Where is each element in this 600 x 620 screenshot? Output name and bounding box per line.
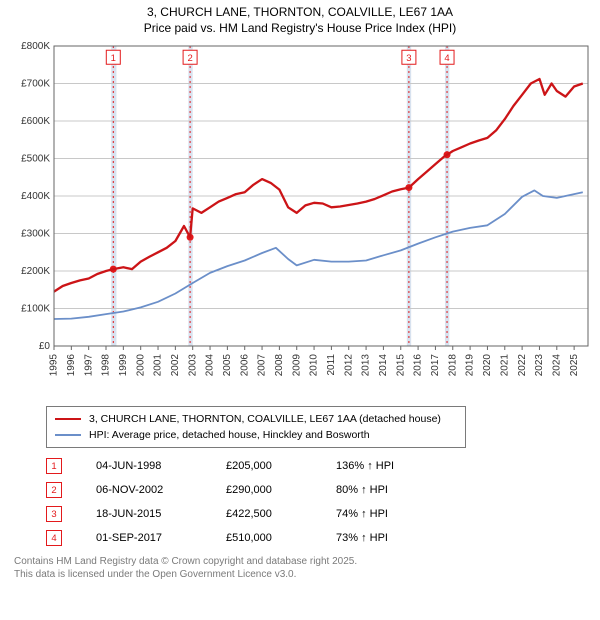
event-box: 3 bbox=[46, 506, 62, 522]
svg-text:2002: 2002 bbox=[170, 354, 181, 377]
event-pct: 74% ↑ HPI bbox=[336, 508, 436, 520]
svg-text:2006: 2006 bbox=[239, 354, 250, 377]
svg-text:3: 3 bbox=[406, 53, 411, 64]
svg-text:2: 2 bbox=[187, 53, 192, 64]
svg-text:1: 1 bbox=[111, 53, 116, 64]
footer-attribution: Contains HM Land Registry data © Crown c… bbox=[14, 556, 594, 581]
svg-text:2008: 2008 bbox=[274, 354, 285, 377]
svg-text:4: 4 bbox=[444, 53, 449, 64]
table-row: 1 04-JUN-1998 £205,000 136% ↑ HPI bbox=[46, 454, 594, 478]
svg-text:2020: 2020 bbox=[482, 354, 493, 377]
svg-text:£200K: £200K bbox=[21, 266, 50, 277]
svg-text:1996: 1996 bbox=[66, 354, 77, 377]
svg-text:1997: 1997 bbox=[83, 354, 94, 377]
chart-title: 3, CHURCH LANE, THORNTON, COALVILLE, LE6… bbox=[6, 4, 594, 36]
legend-box: 3, CHURCH LANE, THORNTON, COALVILLE, LE6… bbox=[46, 406, 466, 448]
svg-text:2016: 2016 bbox=[413, 354, 424, 377]
svg-text:2011: 2011 bbox=[326, 354, 337, 376]
event-date: 01-SEP-2017 bbox=[96, 532, 226, 544]
svg-text:2007: 2007 bbox=[257, 354, 268, 377]
svg-text:1998: 1998 bbox=[101, 354, 112, 377]
svg-text:£300K: £300K bbox=[21, 229, 50, 240]
events-table: 1 04-JUN-1998 £205,000 136% ↑ HPI 2 06-N… bbox=[46, 454, 594, 550]
event-pct: 80% ↑ HPI bbox=[336, 484, 436, 496]
svg-text:2003: 2003 bbox=[187, 354, 198, 377]
svg-text:2025: 2025 bbox=[569, 354, 580, 377]
svg-text:2013: 2013 bbox=[361, 354, 372, 377]
event-price: £205,000 bbox=[226, 460, 336, 472]
event-price: £510,000 bbox=[226, 532, 336, 544]
svg-text:2000: 2000 bbox=[135, 354, 146, 377]
table-row: 3 18-JUN-2015 £422,500 74% ↑ HPI bbox=[46, 502, 594, 526]
svg-text:£700K: £700K bbox=[21, 79, 50, 90]
svg-text:2009: 2009 bbox=[291, 354, 302, 377]
event-box: 4 bbox=[46, 530, 62, 546]
event-date: 06-NOV-2002 bbox=[96, 484, 226, 496]
svg-text:£100K: £100K bbox=[21, 304, 50, 315]
svg-text:£600K: £600K bbox=[21, 116, 50, 127]
svg-text:2012: 2012 bbox=[343, 354, 354, 377]
footer-line1: Contains HM Land Registry data © Crown c… bbox=[14, 556, 594, 569]
svg-text:2019: 2019 bbox=[465, 354, 476, 377]
svg-text:£0: £0 bbox=[39, 341, 51, 352]
table-row: 4 01-SEP-2017 £510,000 73% ↑ HPI bbox=[46, 526, 594, 550]
chart-svg: £0 £100K £200K £300K £400K £500K £600K £700K £80… bbox=[6, 40, 594, 400]
legend-label: 3, CHURCH LANE, THORNTON, COALVILLE, LE6… bbox=[89, 413, 441, 425]
event-pct: 136% ↑ HPI bbox=[336, 460, 436, 472]
footer-line2: This data is licensed under the Open Gov… bbox=[14, 569, 594, 582]
svg-text:2023: 2023 bbox=[534, 354, 545, 377]
svg-text:2004: 2004 bbox=[205, 354, 216, 377]
event-box: 2 bbox=[46, 482, 62, 498]
svg-text:2015: 2015 bbox=[395, 354, 406, 377]
svg-text:2017: 2017 bbox=[430, 354, 441, 377]
event-pct: 73% ↑ HPI bbox=[336, 532, 436, 544]
svg-text:1995: 1995 bbox=[49, 354, 60, 377]
event-price: £422,500 bbox=[226, 508, 336, 520]
price-chart: £0 £100K £200K £300K £400K £500K £600K £700K £80… bbox=[6, 40, 594, 400]
svg-text:2014: 2014 bbox=[378, 354, 389, 377]
title-line1: 3, CHURCH LANE, THORNTON, COALVILLE, LE6… bbox=[6, 4, 594, 20]
svg-text:2022: 2022 bbox=[517, 354, 528, 377]
svg-text:£400K: £400K bbox=[21, 191, 50, 202]
event-box: 1 bbox=[46, 458, 62, 474]
svg-text:2005: 2005 bbox=[222, 354, 233, 377]
title-line2: Price paid vs. HM Land Registry's House … bbox=[6, 20, 594, 36]
event-date: 18-JUN-2015 bbox=[96, 508, 226, 520]
legend-item: 3, CHURCH LANE, THORNTON, COALVILLE, LE6… bbox=[55, 411, 457, 427]
svg-text:2021: 2021 bbox=[499, 354, 510, 377]
svg-text:£500K: £500K bbox=[21, 154, 50, 165]
legend-swatch bbox=[55, 418, 81, 420]
svg-text:2001: 2001 bbox=[153, 354, 164, 377]
event-price: £290,000 bbox=[226, 484, 336, 496]
svg-text:1999: 1999 bbox=[118, 354, 129, 377]
legend-item: HPI: Average price, detached house, Hinc… bbox=[55, 427, 457, 443]
svg-text:2024: 2024 bbox=[551, 354, 562, 377]
svg-text:2010: 2010 bbox=[309, 354, 320, 377]
legend-swatch bbox=[55, 434, 81, 436]
svg-text:2018: 2018 bbox=[447, 354, 458, 377]
svg-text:£800K: £800K bbox=[21, 41, 50, 52]
event-date: 04-JUN-1998 bbox=[96, 460, 226, 472]
legend-label: HPI: Average price, detached house, Hinc… bbox=[89, 429, 370, 441]
table-row: 2 06-NOV-2002 £290,000 80% ↑ HPI bbox=[46, 478, 594, 502]
